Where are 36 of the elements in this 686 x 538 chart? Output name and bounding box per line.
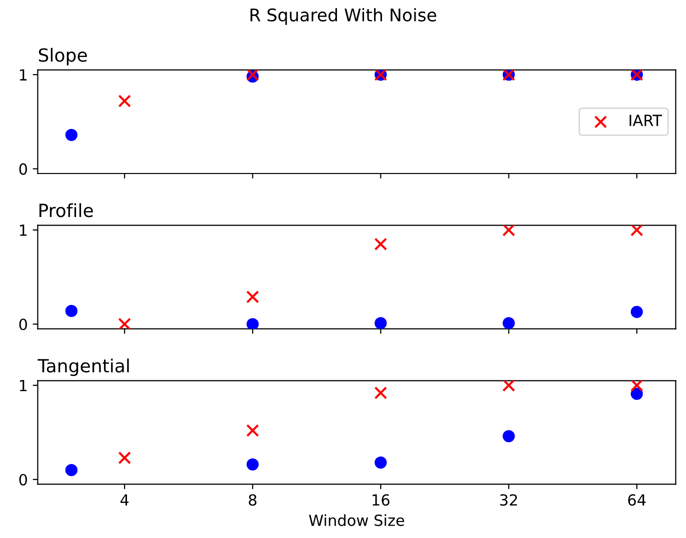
x-tick-label: 16: [372, 494, 390, 506]
point: [630, 380, 644, 392]
y-tick-label: 0: [19, 318, 27, 330]
point: [246, 290, 260, 304]
y-tick-label: 0: [19, 163, 27, 175]
x-tick-label: 64: [628, 494, 646, 506]
y-tick-label: 1: [20, 69, 27, 80]
chart-subtitle: Profile: [40, 203, 93, 218]
y-tick-label: 1: [20, 224, 27, 236]
x-axis-title: Window Size: [309, 514, 404, 526]
point: [246, 318, 259, 329]
point: [246, 424, 260, 437]
point: [630, 225, 644, 236]
chart-subtitle: Slope: [38, 48, 87, 66]
chart-subtitle: Tangential: [38, 358, 129, 376]
point: [118, 318, 131, 329]
point: [630, 306, 643, 318]
point: [118, 451, 131, 464]
point: [630, 388, 643, 400]
point: [374, 386, 388, 400]
point: [374, 317, 387, 329]
point: [502, 317, 515, 329]
x-tick-label: 32: [500, 494, 517, 506]
chart-title: R Squared With Noise: [250, 8, 436, 25]
point: [502, 430, 515, 442]
x-tick-label: 4: [120, 494, 129, 506]
point: [118, 94, 131, 108]
y-tick-label: 0: [19, 474, 27, 486]
point: [502, 380, 516, 392]
point: [246, 458, 259, 471]
point: [502, 225, 516, 236]
point: [374, 238, 388, 251]
x-tick-label: 8: [248, 494, 256, 506]
y-tick-label: 1: [20, 380, 27, 392]
legend-label: IART: [630, 114, 662, 126]
point: [374, 456, 387, 469]
